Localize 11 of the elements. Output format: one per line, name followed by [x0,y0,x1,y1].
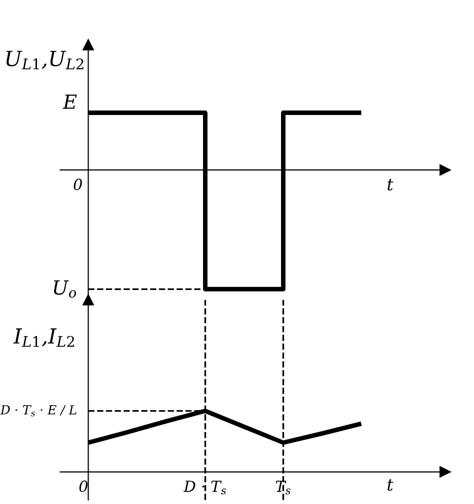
ref-line-label: D · T$_{s}$ · E / L [0,405,76,416]
x-tick-label: T$_{s}$ [276,480,291,494]
y-axis-title: I$_{L1}$,I$_{L2}$ [13,328,74,347]
ref-line-label: U$_{o}$ [54,280,76,298]
y-axis-title: U$_{L1}$,U$_{L2}$ [6,50,84,70]
x-tick-label: D · T$_{s}$ [183,480,226,494]
x-tick-label: 0 [79,480,88,492]
x-axis-title: t [388,178,394,191]
annotation: 0 [74,178,82,190]
x-axis-title: t [388,479,394,491]
text: E [62,94,77,109]
